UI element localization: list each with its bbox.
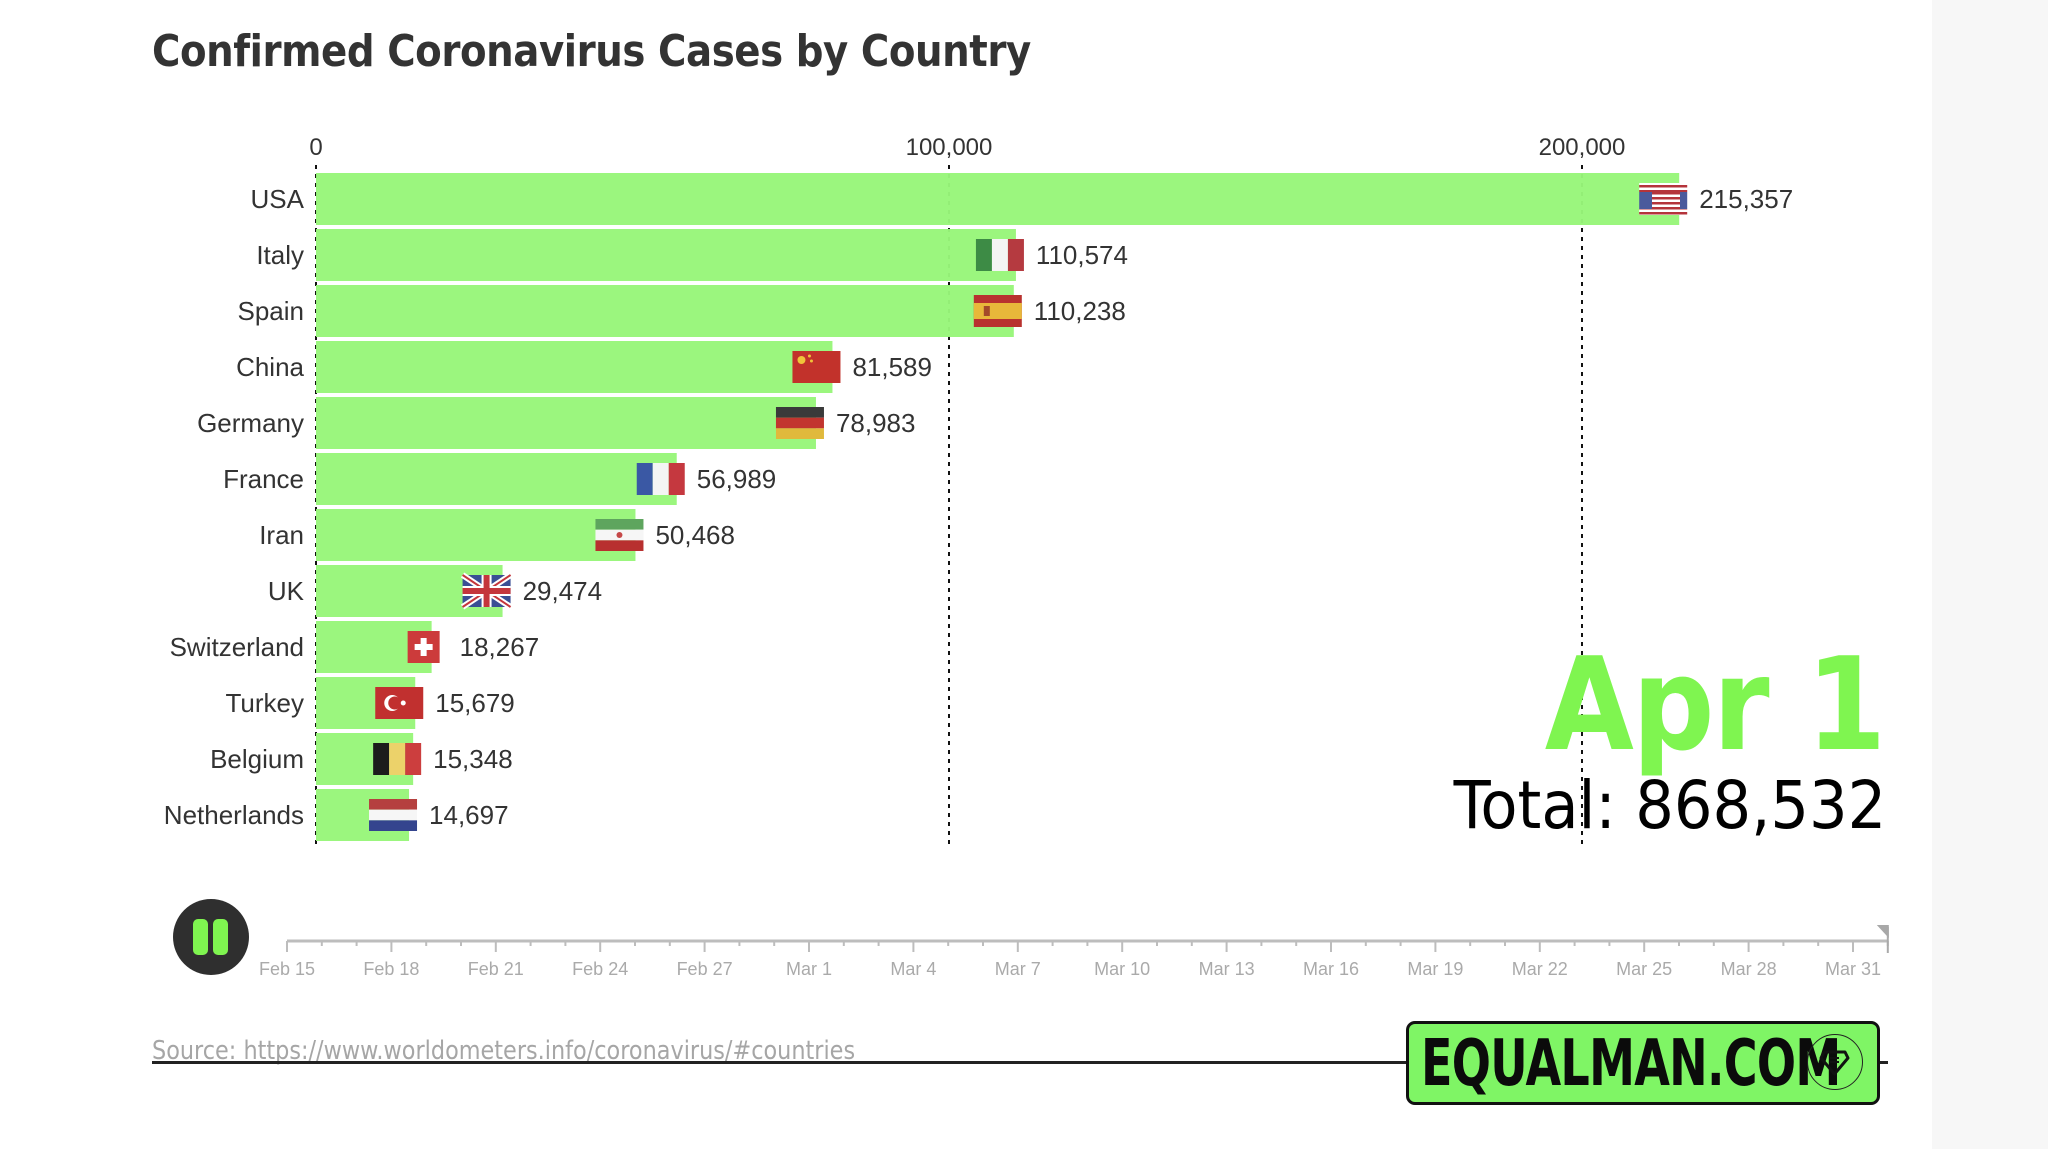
country-label: Netherlands — [164, 800, 304, 830]
value-label: 50,468 — [655, 520, 735, 550]
bar-row-italy: Italy 110,574 — [256, 229, 1128, 281]
timeline-date-label: Mar 25 — [1616, 959, 1672, 979]
bar — [316, 229, 1016, 281]
diamond-badge-icon — [1807, 1034, 1863, 1090]
timeline-date-label: Feb 18 — [363, 959, 419, 979]
country-label: Turkey — [226, 688, 305, 718]
flag-it-icon — [975, 239, 1024, 271]
timeline-date-label: Mar 7 — [995, 959, 1041, 979]
flag-fr-icon — [636, 463, 685, 495]
timeline-date-label: Mar 16 — [1303, 959, 1359, 979]
pause-icon-bar-left — [193, 919, 208, 955]
timeline-date-label: Feb 15 — [259, 959, 315, 979]
chart-title: Confirmed Coronavirus Cases by Country — [152, 26, 1031, 77]
flag-gb-icon — [460, 572, 513, 610]
country-label: Iran — [259, 520, 304, 550]
timeline-date-label: Feb 21 — [468, 959, 524, 979]
flag-us-icon — [1639, 183, 1688, 215]
value-label: 56,989 — [697, 464, 777, 494]
country-label: China — [236, 352, 304, 382]
timeline-date-label: Mar 28 — [1721, 959, 1777, 979]
bar-row-turkey: Turkey 15,679 — [226, 677, 515, 729]
pause-button[interactable] — [173, 899, 249, 975]
bar-row-uk: UK 29,474 — [268, 565, 602, 617]
x-tick-label: 200,000 — [1539, 134, 1626, 161]
value-label: 15,348 — [433, 744, 513, 774]
flag-ch-icon — [407, 631, 440, 663]
bar-row-usa: USA 215,357 — [251, 173, 1793, 225]
country-label: Spain — [238, 296, 305, 326]
bar-chart: 0 100,000 200,000 USA 215,357 Italy 110,574 Sp… — [164, 134, 1793, 848]
flag-es-icon — [973, 295, 1022, 327]
country-label: Germany — [197, 408, 304, 438]
country-label: USA — [251, 184, 305, 214]
flag-be-icon — [373, 743, 422, 775]
value-label: 15,679 — [435, 688, 515, 718]
bar-row-china: China 81,589 — [236, 341, 932, 393]
bar — [316, 397, 816, 449]
bar-row-iran: Iran 50,468 — [259, 509, 735, 561]
bar — [316, 509, 636, 561]
footer-divider — [152, 1061, 1888, 1064]
flag-tr-icon — [375, 687, 424, 719]
country-label: Switzerland — [170, 632, 304, 662]
bar-row-france: France 56,989 — [223, 453, 776, 505]
bar-row-belgium: Belgium 15,348 — [210, 733, 513, 785]
value-label: 215,357 — [1699, 184, 1793, 214]
side-strip — [1932, 0, 2048, 1149]
bar — [316, 341, 833, 393]
timeline-date-label: Mar 31 — [1825, 959, 1881, 979]
logo-text: EQUALMAN.COM — [1421, 1027, 1841, 1101]
current-date-label: Apr 1 — [1544, 631, 1885, 780]
x-tick-label: 0 — [309, 134, 322, 161]
value-label: 18,267 — [460, 632, 540, 662]
flag-cn-icon — [792, 351, 841, 383]
value-label: 29,474 — [523, 576, 603, 606]
bar-row-germany: Germany 78,983 — [197, 397, 915, 449]
bar-row-switzerland: Switzerland 18,267 — [170, 621, 540, 673]
total-cases-label: Total: 868,532 — [1453, 767, 1886, 844]
bar-row-netherlands: Netherlands 14,697 — [164, 789, 509, 841]
value-label: 110,574 — [1036, 240, 1128, 270]
timeline-date-label: Feb 27 — [677, 959, 733, 979]
x-tick-label: 100,000 — [906, 134, 993, 161]
country-label: Belgium — [210, 744, 304, 774]
bar-row-spain: Spain 110,238 — [238, 285, 1126, 337]
country-label: France — [223, 464, 304, 494]
value-label: 78,983 — [836, 408, 916, 438]
flag-de-icon — [775, 407, 824, 439]
value-label: 81,589 — [852, 352, 932, 382]
timeline-date-label: Mar 19 — [1407, 959, 1463, 979]
country-label: UK — [268, 576, 305, 606]
timeline-date-label: Mar 1 — [786, 959, 832, 979]
value-label: 110,238 — [1034, 296, 1126, 326]
bar — [316, 285, 1014, 337]
pause-icon-bar-right — [213, 919, 228, 955]
timeline-date-label: Mar 4 — [890, 959, 936, 979]
flag-ir-icon — [595, 519, 644, 551]
timeline-handle[interactable] — [1876, 925, 1889, 938]
bar — [316, 173, 1680, 225]
timeline-date-label: Mar 22 — [1512, 959, 1568, 979]
timeline-date-label: Mar 10 — [1094, 959, 1150, 979]
value-label: 14,697 — [429, 800, 509, 830]
flag-nl-icon — [369, 799, 418, 831]
timeline-date-label: Feb 24 — [572, 959, 628, 979]
timeline-date-label: Mar 13 — [1199, 959, 1255, 979]
equalman-logo[interactable]: EQUALMAN.COM — [1406, 1021, 1880, 1105]
timeline-slider[interactable]: Feb 15 Feb 18 Feb 21 Feb 24 Feb 27 Mar 1 Mar 4… — [0, 0, 2048, 1000]
country-label: Italy — [256, 240, 304, 270]
bar — [316, 453, 677, 505]
